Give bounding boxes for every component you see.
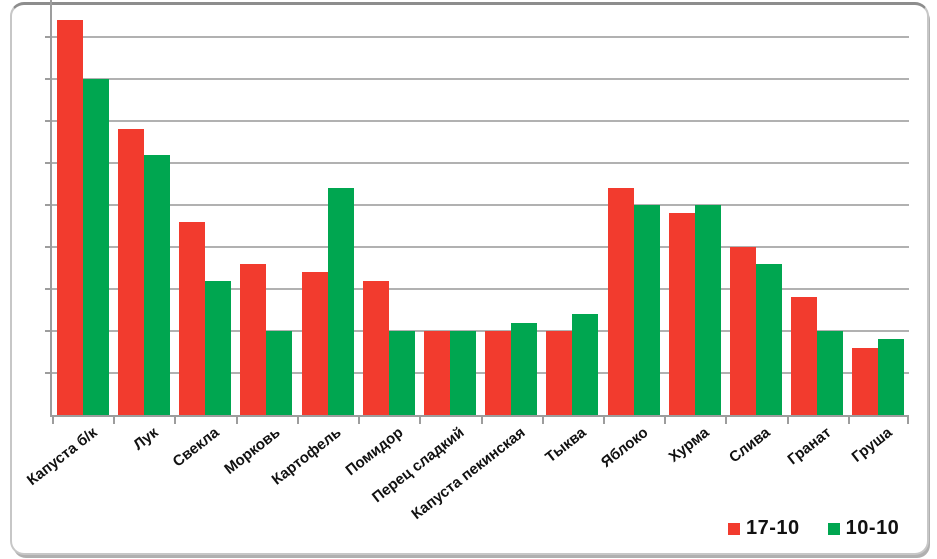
- x-axis-tick: [296, 417, 299, 424]
- bar-17-10: [485, 331, 512, 415]
- x-axis-tick: [52, 417, 54, 424]
- bar-10-10: [449, 331, 476, 415]
- bar-10-10: [878, 339, 905, 415]
- x-axis-tick: [419, 417, 422, 424]
- gridline: [52, 78, 909, 80]
- y-axis-tick: [45, 330, 52, 332]
- bar-17-10: [56, 20, 83, 415]
- bar-10-10: [327, 188, 354, 415]
- legend-swatch-green: [827, 522, 840, 535]
- bar-17-10: [668, 213, 695, 415]
- y-axis-tick: [45, 162, 52, 164]
- x-axis-label: Лук: [130, 424, 162, 454]
- x-axis-label: Гранат: [784, 424, 835, 469]
- bar-17-10: [546, 331, 573, 415]
- bar-10-10: [817, 331, 844, 415]
- y-axis-tick: [45, 36, 52, 38]
- bar-17-10: [607, 188, 634, 415]
- bar-10-10: [633, 205, 660, 415]
- bar-10-10: [572, 314, 599, 415]
- legend: 17-10 10-10: [728, 517, 899, 540]
- bar-17-10: [791, 297, 818, 415]
- y-axis-tick: [45, 78, 52, 80]
- x-axis-tick: [541, 417, 544, 424]
- bar-17-10: [240, 263, 267, 415]
- bar-10-10: [266, 331, 293, 415]
- legend-item-10-10: 10-10: [827, 517, 900, 540]
- bar-17-10: [730, 247, 757, 415]
- bar-10-10: [388, 331, 415, 415]
- bar-10-10: [694, 205, 721, 415]
- x-axis-tick: [847, 417, 850, 424]
- gridline: [52, 120, 909, 122]
- y-axis-tick: [45, 246, 52, 248]
- y-axis-tick: [45, 288, 52, 290]
- x-axis-label: Свекла: [169, 424, 223, 471]
- y-axis-tick: [45, 204, 52, 206]
- x-axis-tick: [664, 417, 667, 424]
- legend-item-17-10: 17-10: [728, 517, 800, 540]
- x-axis-tick: [907, 417, 909, 424]
- gridline: [52, 162, 909, 164]
- gridline: [52, 288, 909, 290]
- x-axis-tick: [786, 417, 789, 424]
- gridline: [52, 36, 909, 38]
- x-axis-tick: [602, 417, 605, 424]
- plot-area: [45, 0, 909, 424]
- x-axis-tick: [113, 417, 116, 424]
- x-axis-tick: [480, 417, 483, 424]
- x-axis-label: Тыква: [542, 424, 590, 467]
- legend-label: 17-10: [746, 517, 800, 539]
- x-axis-label: Хурма: [665, 424, 713, 466]
- gridline: [52, 204, 909, 206]
- x-axis-label: Капуста пекинская: [408, 424, 529, 524]
- x-axis-label: Груша: [849, 424, 896, 466]
- gridline: [52, 372, 909, 374]
- x-axis-tick: [358, 417, 361, 424]
- x-axis-label: Капуста б/к: [23, 424, 101, 490]
- bar-10-10: [756, 263, 783, 415]
- bar-17-10: [362, 280, 389, 415]
- x-axis-label: Слива: [725, 424, 774, 467]
- gridline: [52, 246, 909, 248]
- bar-10-10: [82, 79, 109, 415]
- bar-10-10: [143, 154, 170, 415]
- legend-swatch-red: [728, 522, 740, 535]
- bar-10-10: [205, 280, 232, 415]
- bar-17-10: [117, 129, 144, 415]
- y-axis-tick: [45, 120, 52, 122]
- y-axis-tick: [45, 372, 52, 374]
- bar-17-10: [301, 272, 328, 415]
- bar-10-10: [511, 322, 538, 415]
- legend-label: 10-10: [845, 517, 900, 539]
- x-axis-tick: [174, 417, 177, 424]
- gridline: [52, 330, 909, 332]
- x-axis-tick: [235, 417, 238, 424]
- bar-17-10: [179, 221, 206, 415]
- bar-17-10: [852, 347, 879, 415]
- x-axis-label: Яблоко: [597, 424, 651, 472]
- bar-17-10: [423, 331, 450, 415]
- x-axis-tick: [725, 417, 728, 424]
